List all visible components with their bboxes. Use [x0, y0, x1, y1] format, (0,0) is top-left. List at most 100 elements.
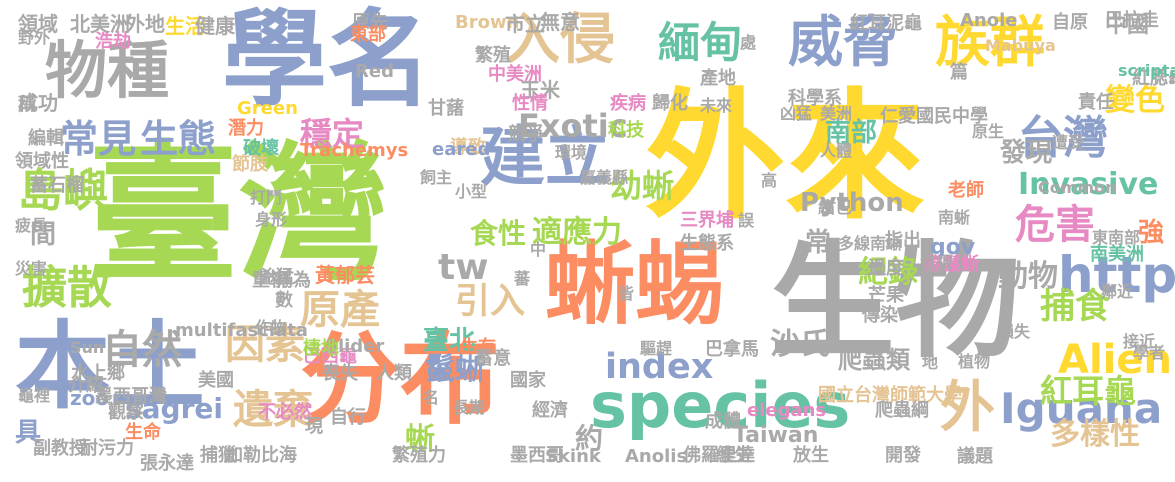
cloud-word: 古巴: [820, 198, 853, 217]
cloud-word: Mabuya: [985, 36, 1056, 55]
cloud-word: 誤: [738, 211, 755, 230]
cloud-word: 常: [805, 228, 832, 258]
cloud-word: 飼主: [420, 168, 453, 187]
cloud-word: 健康: [195, 14, 235, 38]
cloud-word: 數: [275, 290, 293, 311]
cloud-word: 觀察: [108, 402, 144, 423]
cloud-word: 食性: [470, 217, 527, 250]
cloud-word: 繁殖: [475, 45, 511, 66]
cloud-word: 科學系: [788, 88, 842, 109]
cloud-word: 遺棄: [233, 387, 313, 433]
cloud-word: 疾病: [610, 93, 646, 114]
cloud-word: 稱為: [275, 270, 311, 291]
cloud-word: 人類: [376, 363, 412, 384]
cloud-word: 蕃: [514, 269, 531, 288]
cloud-word: 危害: [1015, 202, 1095, 248]
cloud-word: 仁愛國民中學: [880, 106, 988, 127]
cloud-word: 間: [30, 220, 57, 250]
cloud-word: 巴西龜: [303, 346, 357, 367]
cloud-word: 紀錄: [858, 255, 918, 290]
cloud-word: 威脅: [788, 10, 899, 74]
cloud-word: index: [605, 347, 714, 387]
cloud-word: 市立: [505, 12, 545, 36]
cloud-word: 紅耳泥龜: [850, 13, 922, 34]
cloud-word: 常見: [60, 117, 137, 161]
cloud-word: 生命: [125, 422, 161, 443]
cloud-word: 中: [530, 240, 547, 259]
cloud-word: 學名: [222, 0, 433, 121]
cloud-word: 動物: [998, 259, 1058, 294]
cloud-word: 節肢: [232, 154, 268, 175]
cloud-word: 棲地: [303, 338, 339, 359]
cloud-word: 美國: [198, 370, 234, 391]
cloud-word: 紅耳龜: [1040, 372, 1137, 410]
cloud-word: 指出: [885, 230, 921, 251]
cloud-word: 綠鬣蜥: [925, 254, 979, 275]
cloud-word: 引入: [455, 282, 526, 322]
cloud-word: 墨西哥灣: [95, 386, 167, 407]
cloud-word: 重視: [252, 270, 288, 291]
cloud-word: sagrei: [125, 392, 223, 425]
cloud-word: 成功: [18, 91, 58, 115]
cloud-word: Anolis: [625, 446, 688, 467]
cloud-word: 多線南蜥: [838, 234, 903, 253]
cloud-word: 皆: [618, 284, 635, 303]
cloud-word: 產地: [700, 68, 736, 89]
cloud-word: gov: [930, 235, 976, 260]
cloud-word: 人體: [820, 141, 853, 160]
cloud-word: http: [1058, 246, 1175, 304]
cloud-word: zoo: [70, 386, 110, 410]
cloud-word: 凶猛: [780, 104, 813, 123]
cloud-word: 原產: [300, 287, 380, 333]
cloud-word: 身形: [255, 210, 288, 229]
cloud-word: 芒果: [868, 285, 904, 306]
cloud-word: 地: [922, 353, 939, 372]
cloud-word: 蓄石榴: [30, 175, 84, 196]
cloud-word: 原先: [352, 12, 388, 33]
cloud-word: 科技: [608, 120, 644, 141]
cloud-word: 稱: [18, 94, 36, 115]
cloud-word: 東南部: [1092, 228, 1141, 247]
cloud-word: 擴散: [22, 261, 113, 314]
cloud-word: 蓄意: [475, 348, 511, 369]
cloud-word: 打鬥: [250, 188, 283, 207]
cloud-word: 變色: [1105, 83, 1165, 118]
cloud-word: 佛羅里達: [683, 445, 755, 466]
cloud-word: eared: [432, 139, 491, 160]
cloud-word: 自原: [1052, 12, 1088, 33]
cloud-word: Anole: [960, 10, 1018, 31]
cloud-word: 鬣蜥: [425, 352, 485, 387]
cloud-word: 外: [940, 375, 996, 439]
cloud-word: 疲長: [15, 216, 48, 235]
cloud-word: 植物: [958, 352, 991, 371]
cloud-word: 捕獵: [200, 445, 236, 466]
cloud-word: Slider: [325, 336, 385, 357]
cloud-word: 幼蜥: [610, 167, 675, 205]
cloud-word: 台灣: [1018, 111, 1109, 164]
cloud-word: Skink: [545, 446, 601, 467]
cloud-word: 甘藷: [428, 98, 464, 119]
cloud-word: 張永達: [140, 453, 194, 474]
cloud-word: 領域性: [15, 151, 69, 172]
cloud-word: Trachemys: [300, 140, 409, 161]
cloud-word: 無意: [540, 10, 580, 34]
cloud-word: 經濟: [532, 400, 568, 421]
cloud-word: 爬蟲綱: [875, 400, 929, 421]
cloud-word: 責任: [1078, 92, 1114, 113]
cloud-word: 北美洲: [70, 12, 130, 36]
cloud-word: 東部: [350, 24, 386, 45]
cloud-word: 生物: [770, 230, 1020, 375]
cloud-word: 適應力: [532, 215, 622, 250]
cloud-word: 生存: [460, 337, 496, 358]
cloud-word: 喪失: [322, 363, 358, 384]
cloud-word: 放生: [793, 445, 829, 466]
cloud-word: 蜥: [405, 422, 435, 457]
cloud-word: 處: [740, 33, 757, 52]
cloud-word: 本土: [15, 312, 206, 422]
cloud-word: 黃郁芸: [315, 263, 375, 287]
cloud-word: 長期: [453, 398, 486, 417]
cloud-word: 副教授: [33, 438, 87, 459]
cloud-word: 驅趕: [640, 339, 673, 358]
cloud-word: 成體: [705, 411, 741, 432]
